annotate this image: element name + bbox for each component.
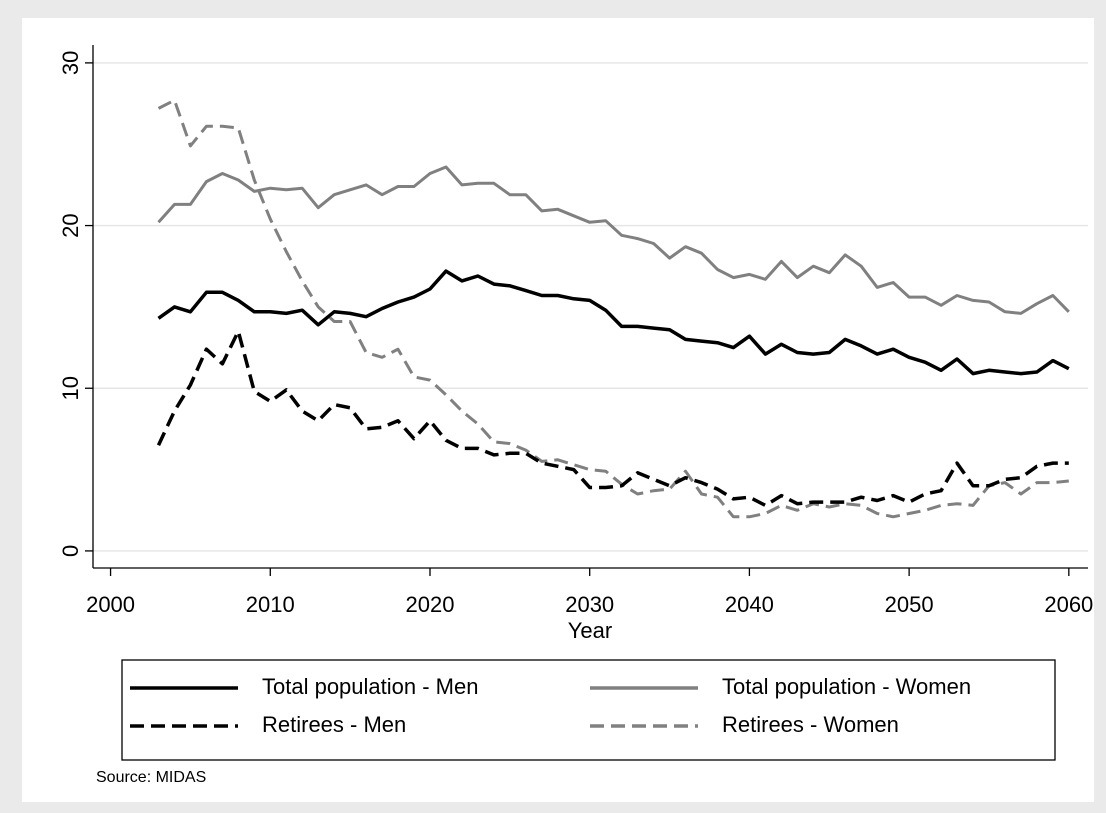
legend-label: Total population - Women xyxy=(722,674,971,699)
y-tick-label: 10 xyxy=(58,376,83,400)
series-line xyxy=(157,269,1070,376)
y-tick-label: 20 xyxy=(58,213,83,237)
x-tick-label: 2000 xyxy=(86,592,135,617)
series-line xyxy=(156,329,1069,508)
x-axis-title: Year xyxy=(568,618,612,643)
series-line xyxy=(157,98,1069,519)
legend xyxy=(121,659,1056,761)
x-tick-label: 2040 xyxy=(725,592,774,617)
source-note: Source: MIDAS xyxy=(96,769,206,786)
x-tick-label: 2060 xyxy=(1044,592,1093,617)
legend-label: Retirees - Women xyxy=(722,712,899,737)
legend-label: Total population - Men xyxy=(262,674,478,699)
legend-label: Retirees - Men xyxy=(262,712,406,737)
x-tick-label: 2030 xyxy=(565,592,614,617)
y-tick-label: 0 xyxy=(58,545,83,557)
y-tick-label: 30 xyxy=(58,51,83,75)
series-line xyxy=(157,165,1070,315)
x-tick-label: 2050 xyxy=(885,592,934,617)
x-tick-label: 2010 xyxy=(246,592,295,617)
x-tick-label: 2020 xyxy=(406,592,455,617)
